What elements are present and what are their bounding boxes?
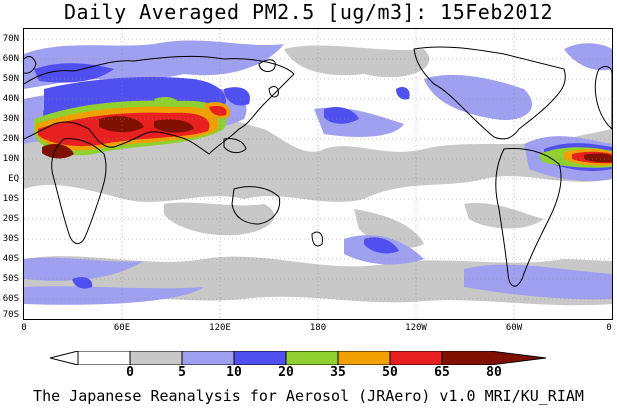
- lat-tick-label: 50N: [2, 74, 19, 84]
- colorbar-level-label: 0: [126, 365, 134, 380]
- lat-tick-label: EQ: [8, 174, 19, 184]
- lat-tick-label: 70N: [2, 34, 19, 44]
- lat-tick-label: 60S: [2, 294, 19, 304]
- colorbar-level-label: 35: [330, 365, 346, 380]
- coastlines: [24, 46, 612, 287]
- lat-tick-label: 20N: [2, 134, 19, 144]
- colorbar-level-label: 65: [434, 365, 450, 380]
- colorbar-swatch-35-50: [285, 351, 339, 365]
- lon-tick-label: 60W: [505, 323, 523, 333]
- lat-tick-label: 70S: [2, 310, 19, 320]
- graticule: [24, 29, 612, 319]
- lat-tick-label: 10S: [2, 194, 19, 204]
- colorbar-swatch-5-10: [129, 351, 183, 365]
- colorbar-swatch-0-5: [77, 351, 131, 365]
- map-canvas: [24, 29, 612, 319]
- lon-tick-label: 0: [21, 323, 27, 333]
- lon-tick-label: 180: [309, 323, 327, 333]
- lon-tick-label: 120W: [405, 323, 427, 333]
- lat-tick-label: 30S: [2, 234, 19, 244]
- lat-tick-label: 50S: [2, 274, 19, 284]
- lat-tick-label: 30N: [2, 114, 19, 124]
- lat-tick-label: 60N: [2, 54, 19, 64]
- lat-tick-label: 40N: [2, 94, 19, 104]
- lon-tick-label: 120E: [209, 323, 231, 333]
- pm25-map: [23, 28, 613, 320]
- colorbar-level-label: 50: [382, 365, 398, 380]
- colorbar-level-label: 10: [226, 365, 242, 380]
- footer-credit: The Japanese Reanalysis for Aerosol (JRA…: [33, 387, 584, 405]
- colorbar-swatch-10-20: [181, 351, 235, 365]
- lat-tick-label: 10N: [2, 154, 19, 164]
- map-title: Daily Averaged PM2.5 [ug/m3]: 15Feb2012: [63, 0, 554, 24]
- colorbar-swatch-20-35: [233, 351, 287, 365]
- lon-tick-label: 60E: [113, 323, 131, 333]
- colorbar-swatch-above-80: [441, 351, 547, 365]
- colorbar: [50, 351, 547, 365]
- lon-tick-label: 0: [606, 323, 612, 333]
- lat-tick-label: 20S: [2, 214, 19, 224]
- colorbar-swatch-65-80: [389, 351, 443, 365]
- colorbar-swatch-below-0: [50, 351, 79, 365]
- colorbar-level-label: 20: [278, 365, 294, 380]
- lat-tick-label: 40S: [2, 254, 19, 264]
- colorbar-swatch-50-65: [337, 351, 391, 365]
- concentration-above-80: [42, 116, 612, 163]
- colorbar-level-label: 5: [178, 365, 186, 380]
- colorbar-level-label: 80: [486, 365, 502, 380]
